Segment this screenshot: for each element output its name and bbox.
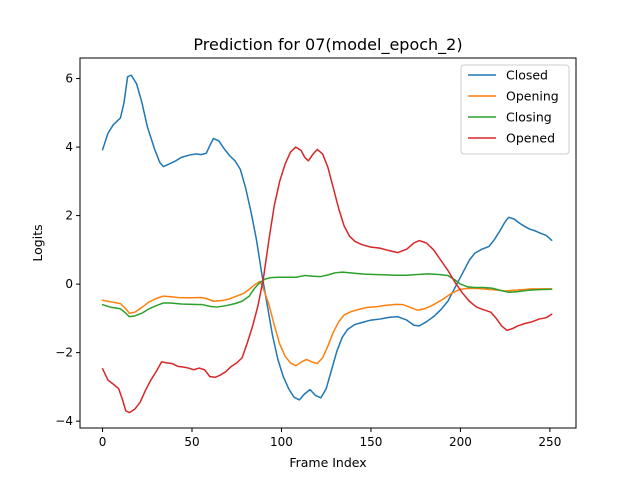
series-line-closed — [101, 74, 553, 401]
plot-lines — [101, 74, 553, 414]
x-tick-label: 50 — [184, 435, 199, 449]
x-tick-label: 100 — [270, 435, 293, 449]
y-tick-label: 4 — [65, 140, 73, 154]
x-tick-label: 150 — [359, 435, 382, 449]
x-tick-label: 250 — [538, 435, 561, 449]
legend-label-closed: Closed — [506, 68, 548, 83]
series-line-closing — [101, 271, 553, 318]
y-tick-label: 2 — [65, 209, 73, 223]
plot-frame — [79, 57, 577, 429]
x-axis-label: Frame Index — [289, 455, 366, 470]
series-line-opened — [101, 146, 553, 414]
x-tick-label: 200 — [449, 435, 472, 449]
chart-title: Prediction for 07(model_epoch_2) — [193, 35, 462, 55]
legend-label-opened: Opened — [506, 131, 555, 146]
legend-label-opening: Opening — [506, 89, 559, 104]
y-axis-label: Logits — [30, 224, 45, 261]
x-axis-ticks: 0 50 100 150 200 250 — [99, 428, 561, 449]
y-axis-ticks: −4 −2 0 2 4 6 — [55, 72, 80, 428]
y-tick-label: −2 — [55, 346, 73, 360]
y-tick-label: 6 — [65, 72, 73, 86]
legend-box — [460, 64, 570, 155]
x-tick-label: 0 — [99, 435, 107, 449]
legend-label-closing: Closing — [506, 110, 552, 125]
y-tick-label: 0 — [65, 277, 73, 291]
legend: Closed Opening Closing Opened — [460, 64, 570, 155]
series-line-opening — [101, 280, 553, 367]
y-tick-label: −4 — [55, 414, 73, 428]
